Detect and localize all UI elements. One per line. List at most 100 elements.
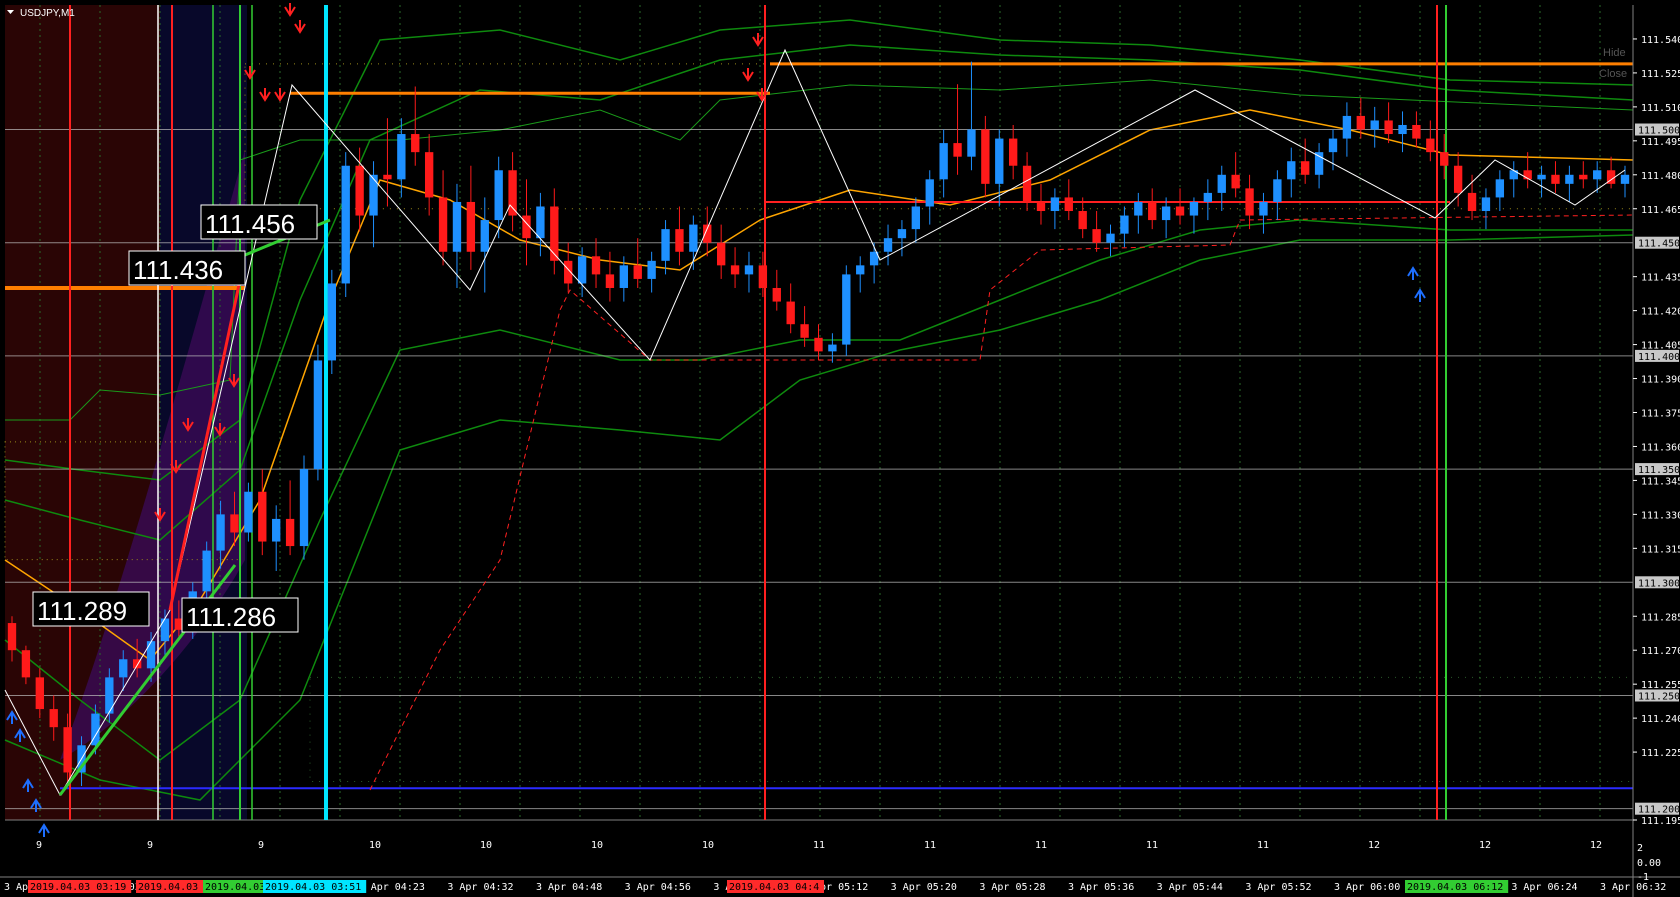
price-highlight-box xyxy=(1635,576,1679,589)
candle-body xyxy=(1161,206,1171,221)
lower-axis-value-top: 2 xyxy=(1637,843,1643,854)
price-tick-label: 111.510 xyxy=(1641,103,1680,114)
grid xyxy=(39,5,1601,820)
candle-body xyxy=(883,238,893,252)
candle-body xyxy=(1092,229,1101,243)
time-axis-label: 3 Apr 04:56 xyxy=(625,882,691,893)
price-highlight-box xyxy=(1635,349,1679,362)
candle-body xyxy=(1287,161,1296,180)
symbol-dropdown-icon[interactable] xyxy=(7,10,14,14)
candle-body xyxy=(1245,188,1254,216)
band-line-3 xyxy=(4,234,1634,801)
time-tag-box xyxy=(263,880,367,893)
price-tick-label: 111.405 xyxy=(1641,341,1680,352)
price-highlight-label: 111.200 xyxy=(1638,805,1680,816)
close-button[interactable]: Close xyxy=(1599,68,1627,80)
price-tick-label: 111.225 xyxy=(1641,748,1680,759)
lower-axis-label: 10 xyxy=(591,840,603,851)
candle-body xyxy=(995,138,1004,184)
price-tick-label: 111.465 xyxy=(1641,205,1680,216)
svg-text:111.456: 111.456 xyxy=(205,209,295,239)
candle-body xyxy=(1606,170,1616,184)
candle-body xyxy=(689,224,698,252)
time-tag-label: 2019.04.03 04:4 xyxy=(729,882,819,893)
price-highlight-label: 111.500 xyxy=(1638,126,1680,137)
candle-body xyxy=(591,256,601,275)
candle-body xyxy=(564,260,573,284)
up-arrow-icon xyxy=(6,710,18,724)
down-arrow-icon xyxy=(274,88,286,102)
price-highlight-label: 111.400 xyxy=(1638,352,1680,363)
price-highlight-label: 111.250 xyxy=(1638,691,1680,702)
time-tag-box xyxy=(28,880,132,893)
symbol-title: USDJPY,M1 xyxy=(20,8,75,19)
time-axis-label: 3 Apr 04:48 xyxy=(536,882,602,893)
price-tick-label: 111.495 xyxy=(1641,137,1680,148)
range-zone-left xyxy=(4,441,241,561)
hide-button[interactable]: Hide xyxy=(1603,47,1626,59)
svg-text:111.286: 111.286 xyxy=(186,602,276,632)
price-tick-label: 111.270 xyxy=(1641,646,1680,657)
candle-body xyxy=(1134,201,1143,216)
candle-body xyxy=(577,256,587,284)
candle-body xyxy=(661,229,670,261)
candle-body xyxy=(1342,115,1352,139)
candle-body xyxy=(716,242,726,266)
price-label-111-286: 111.286 xyxy=(181,597,299,633)
lower-axis-label: 9 xyxy=(147,840,153,851)
price-axis-bg xyxy=(1633,0,1680,897)
candle-body xyxy=(1495,179,1505,198)
price-highlight-box xyxy=(1635,123,1679,136)
band-line-0 xyxy=(4,44,1634,541)
price-label-111-456: 111.456 xyxy=(200,204,318,240)
candle-body xyxy=(758,265,768,288)
candle-body xyxy=(146,641,156,669)
candle-body xyxy=(869,251,879,266)
up-arrow-icon xyxy=(1407,266,1419,280)
candle-body xyxy=(1078,211,1087,230)
candle-body xyxy=(814,337,823,352)
time-axis-label: 3 Apr 05:36 xyxy=(1068,882,1134,893)
candle-body xyxy=(21,650,31,678)
time-tag-label: 2019.04.03 03:19 xyxy=(30,882,126,893)
candle-body xyxy=(856,265,865,275)
candle-body xyxy=(1370,120,1379,130)
lower-axis-label: 10 xyxy=(702,840,714,851)
candle-body xyxy=(1620,174,1630,184)
candle-body xyxy=(939,143,948,180)
down-arrow-icon xyxy=(284,3,296,17)
candle-body xyxy=(1384,120,1393,135)
price-highlight-box xyxy=(1635,689,1679,702)
vertical-markers xyxy=(69,5,1447,820)
candle-body xyxy=(105,677,114,714)
candle-body xyxy=(1064,197,1073,212)
candle-body xyxy=(411,134,420,153)
time-tag-label: 2019.04.03 03:51 xyxy=(265,882,361,893)
candle-body xyxy=(355,165,364,216)
candle-body xyxy=(1189,201,1199,216)
candle-body xyxy=(1467,192,1477,212)
candle-body xyxy=(1523,170,1532,180)
up-arrow-icon xyxy=(22,778,34,792)
candle-body xyxy=(730,265,740,275)
candle-body xyxy=(383,174,392,180)
candle-body xyxy=(35,677,44,710)
time-axis-label: 3 Apr xyxy=(4,882,34,893)
price-tick-label: 111.285 xyxy=(1641,612,1680,623)
down-arrow-icon xyxy=(244,66,256,80)
candle-body xyxy=(174,618,184,630)
down-arrow-icon xyxy=(294,20,306,34)
candle-body xyxy=(1259,201,1268,216)
candle-body xyxy=(1328,138,1338,153)
price-tick-label: 111.330 xyxy=(1641,510,1680,521)
band-line-2 xyxy=(4,219,1633,761)
candle-body xyxy=(272,518,281,542)
candle-body xyxy=(953,143,962,157)
candle-body xyxy=(299,469,309,547)
candle-body xyxy=(1551,174,1560,184)
price-highlight-box xyxy=(1635,802,1679,815)
lower-axis-label: 11 xyxy=(1146,840,1158,851)
candle-body xyxy=(1440,152,1449,166)
candle-body xyxy=(1301,161,1310,175)
